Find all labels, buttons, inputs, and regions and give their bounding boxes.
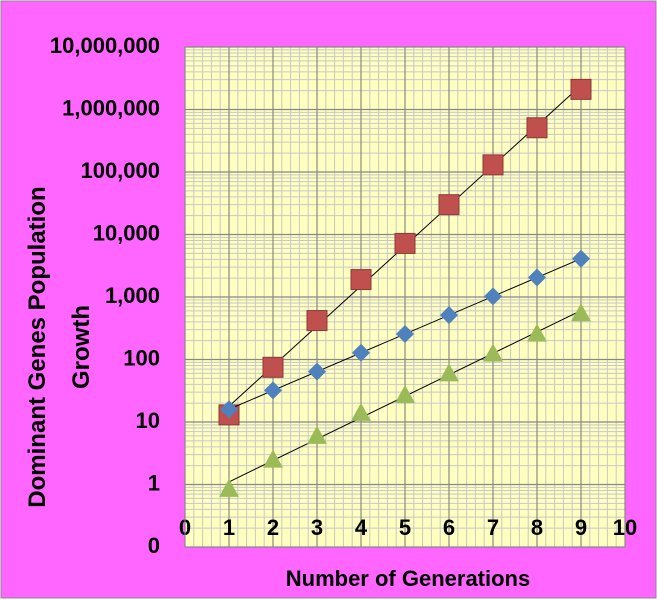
y-tick-label: 10,000,000	[50, 33, 160, 58]
x-tick-label: 2	[267, 515, 279, 540]
marker	[219, 478, 239, 497]
x-tick-label: 6	[443, 515, 455, 540]
marker	[308, 362, 326, 381]
y-tick-label: 1,000	[105, 283, 160, 308]
y-tick-label: 10,000	[93, 220, 160, 245]
marker	[262, 356, 284, 378]
y-tick-label: 10	[136, 408, 160, 433]
marker	[483, 343, 503, 362]
marker	[484, 287, 502, 306]
x-tick-label: 1	[223, 515, 235, 540]
y-tick-label: 0	[148, 533, 160, 558]
marker	[572, 249, 590, 268]
marker	[570, 78, 592, 100]
marker	[396, 324, 414, 343]
marker	[352, 343, 370, 362]
marker	[440, 306, 458, 325]
marker	[350, 269, 372, 291]
marker	[526, 117, 548, 139]
x-tick-label: 4	[355, 515, 368, 540]
x-tick-label: 8	[531, 515, 543, 540]
y-tick-label: 100,000	[80, 158, 160, 183]
x-tick-label: 3	[311, 515, 323, 540]
marker	[528, 268, 546, 287]
y-tick-label: 100	[123, 345, 160, 370]
marker	[264, 381, 282, 400]
marker	[307, 425, 327, 444]
marker	[527, 323, 547, 342]
marker	[438, 194, 460, 216]
marker	[439, 363, 459, 382]
y-tick-label: 1,000,000	[62, 95, 160, 120]
x-tick-label: 7	[487, 515, 499, 540]
marker	[351, 402, 371, 421]
marker	[394, 232, 416, 254]
marker	[263, 449, 283, 468]
marker	[395, 385, 415, 404]
y-axis-title: Dominant Genes Population Growth	[24, 186, 95, 508]
y-tick-label: 1	[148, 470, 160, 495]
x-tick-label: 9	[575, 515, 587, 540]
x-axis-title: Number of Generations	[286, 566, 530, 591]
marker	[482, 154, 504, 176]
x-tick-label: 5	[399, 515, 411, 540]
marker	[220, 400, 238, 419]
plot-border	[184, 46, 626, 548]
marker	[306, 310, 328, 332]
marker	[571, 303, 591, 322]
